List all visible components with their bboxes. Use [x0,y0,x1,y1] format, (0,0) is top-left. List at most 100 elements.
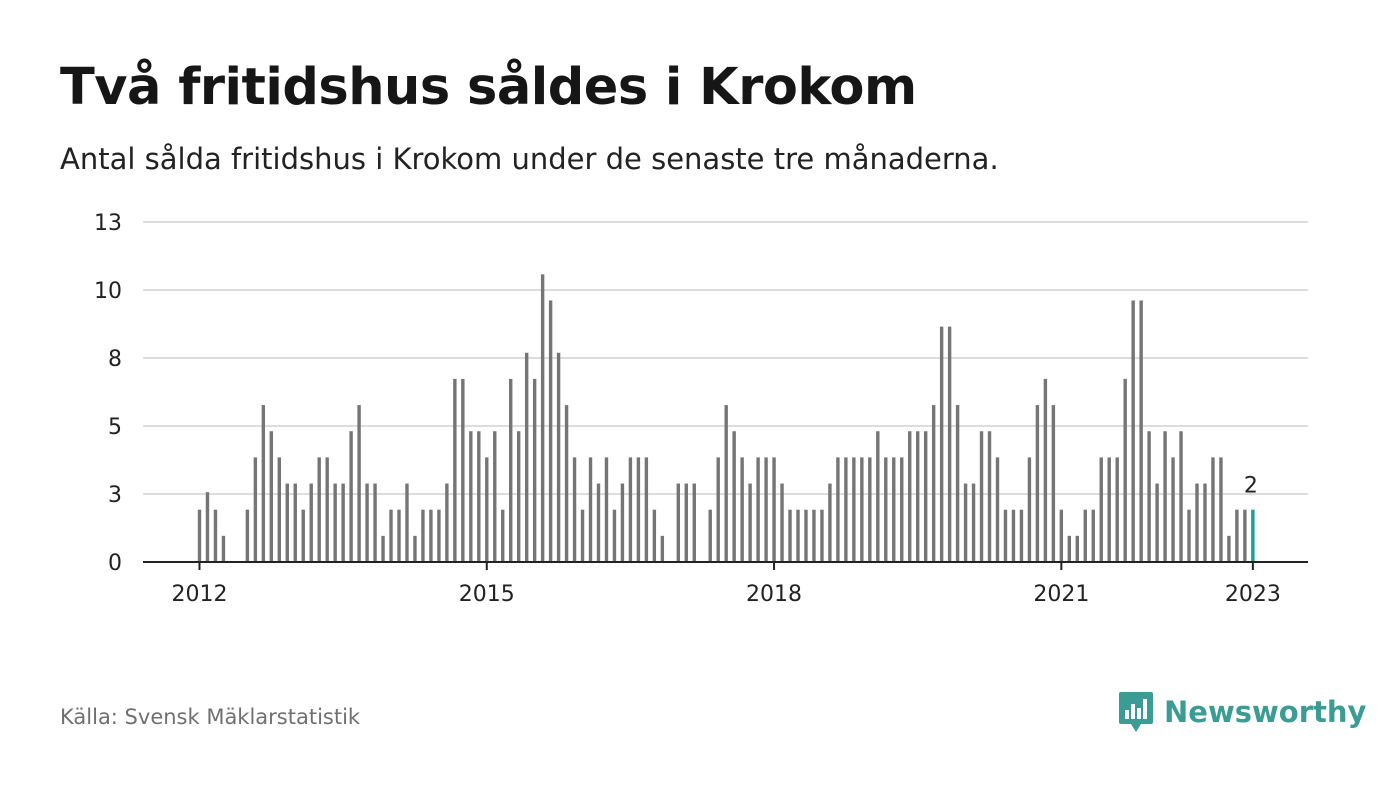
bar [381,535,385,562]
bar [836,457,840,562]
bar [580,509,585,562]
bar [900,457,904,562]
bar [309,483,313,562]
bar [947,326,952,562]
bar [772,457,776,562]
bar [939,326,944,562]
bar [660,535,665,562]
bar [301,509,305,562]
bar [620,483,625,562]
bar [756,457,760,562]
bar [389,509,393,562]
bar [1083,509,1087,562]
bar [532,378,537,562]
bar [572,457,577,562]
bar [812,509,816,562]
bar [1019,509,1024,562]
x-tick-label: 2023 [1225,582,1281,607]
x-tick-label: 2021 [1033,582,1089,607]
bar [517,431,521,562]
bar [820,509,824,562]
bar [684,483,688,562]
bar [1131,300,1135,562]
bar [269,431,274,562]
bar [995,457,1000,562]
bar [333,483,337,562]
bar [205,492,210,562]
bar [461,378,465,562]
bar [1043,378,1048,562]
bar [588,457,593,562]
brand-name: Newsworthy [1164,695,1367,729]
bar [1187,509,1191,562]
bar [1107,457,1111,562]
bar [652,509,657,562]
bar [357,405,361,562]
bar [405,483,409,562]
bar [644,457,649,562]
y-tick-label: 0 [108,551,122,576]
bar [828,483,832,562]
bar [325,457,329,562]
y-tick-label: 3 [108,483,122,508]
bar [1091,509,1095,562]
bar [501,509,505,562]
bar [429,509,433,562]
bar [1147,431,1151,562]
bar [1219,457,1223,562]
bar [261,405,266,562]
bar [349,431,353,562]
bar [1115,457,1119,562]
bar [740,457,744,562]
y-tick-label: 10 [94,279,122,304]
bar [277,457,281,562]
bar [1123,378,1127,562]
bar [708,509,712,562]
bar [852,457,856,562]
bar [1027,457,1032,562]
bar [884,457,888,562]
bar [692,483,696,562]
bar [1211,457,1215,562]
bar [955,405,960,562]
x-tick-labels: 2012 2015 2018 2021 2023 [172,562,1281,607]
bar [1075,535,1079,562]
bar [732,431,736,562]
bar [445,483,449,562]
bar [540,274,545,562]
bar [1067,535,1072,562]
bar [469,431,473,562]
bar [788,509,792,562]
chart-speech-bubble-icon [1119,692,1153,732]
bar [908,431,912,562]
chart-title: Två fritidshus såldes i Krokom [60,58,917,117]
bar [1099,457,1103,562]
bar [556,352,561,562]
bar [493,431,497,562]
bar [213,509,218,562]
y-tick-labels: 0 3 5 8 10 13 [94,211,122,576]
bar [971,483,976,562]
bar [397,509,401,562]
bar [1195,483,1199,562]
bar [676,483,680,562]
bar [987,431,992,562]
bar [477,431,481,562]
bar [1203,483,1207,562]
bar [285,483,289,562]
bar [1227,535,1231,562]
bar [748,483,752,562]
source-note: Källa: Svensk Mäklarstatistik [60,705,361,729]
bar [612,509,617,562]
bar [923,431,928,562]
bar [963,483,968,562]
data-labels: 2 [1244,474,1258,499]
bar [373,483,377,562]
bar [197,509,202,562]
bar [1051,405,1056,562]
x-tick-label: 2015 [459,582,515,607]
last-value-label: 2 [1244,474,1258,499]
x-tick-label: 2018 [746,582,802,607]
bar [1171,457,1175,562]
